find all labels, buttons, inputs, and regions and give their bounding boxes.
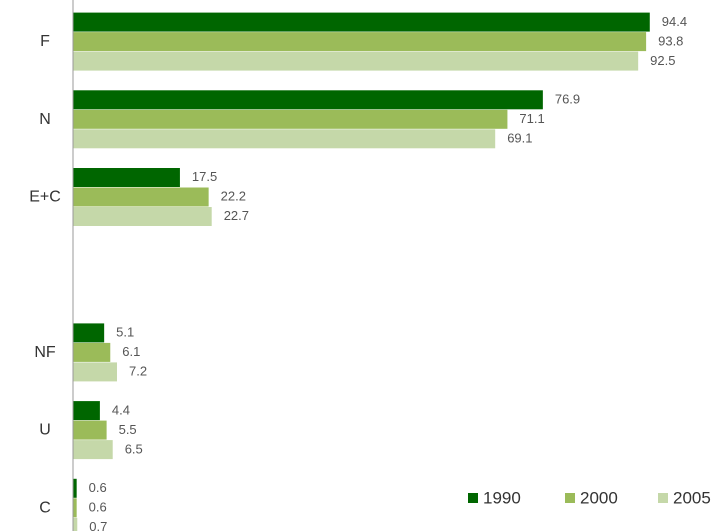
category-label: N <box>39 111 51 128</box>
value-label: 5.1 <box>116 325 134 340</box>
value-label: 4.4 <box>112 402 130 417</box>
bar <box>73 420 107 440</box>
value-label: 7.2 <box>129 364 147 379</box>
bar <box>73 440 113 460</box>
category-label: C <box>39 499 51 516</box>
value-label: 92.5 <box>650 53 675 68</box>
bar <box>73 90 543 110</box>
category-label: U <box>39 422 51 439</box>
value-label: 6.5 <box>125 441 143 456</box>
bar <box>73 498 77 518</box>
value-label: 76.9 <box>555 91 580 106</box>
value-label: 6.1 <box>122 344 140 359</box>
bar <box>73 342 111 362</box>
bar <box>73 109 508 129</box>
bar <box>73 129 496 149</box>
value-label: 0.6 <box>89 499 107 514</box>
legend-swatch <box>658 493 668 503</box>
legend-label: 2000 <box>580 488 618 507</box>
value-label: 71.1 <box>519 111 544 126</box>
bar <box>73 478 77 498</box>
legend-swatch <box>565 493 575 503</box>
value-label: 22.2 <box>221 189 246 204</box>
value-label: 94.4 <box>662 14 687 29</box>
value-label: 5.5 <box>119 422 137 437</box>
bar <box>73 168 180 187</box>
value-label: 22.7 <box>224 208 249 223</box>
bar <box>73 12 650 32</box>
bar <box>73 51 639 71</box>
bar <box>73 517 78 531</box>
value-label: 17.5 <box>192 169 217 184</box>
value-label: 0.7 <box>89 519 107 531</box>
category-label: NF <box>34 344 56 361</box>
bar <box>73 323 105 343</box>
legend-swatch <box>468 493 478 503</box>
value-label: 93.8 <box>658 33 683 48</box>
legend-label: 1990 <box>483 488 521 507</box>
value-label: 0.6 <box>89 480 107 495</box>
bar <box>73 32 647 52</box>
bar <box>73 362 117 382</box>
bar <box>73 207 212 226</box>
value-label: 69.1 <box>507 130 532 145</box>
bar <box>73 187 209 207</box>
category-label: F <box>40 33 50 50</box>
bar <box>73 401 100 421</box>
legend-label: 2005 <box>673 488 711 507</box>
category-label: E+C <box>29 188 61 205</box>
